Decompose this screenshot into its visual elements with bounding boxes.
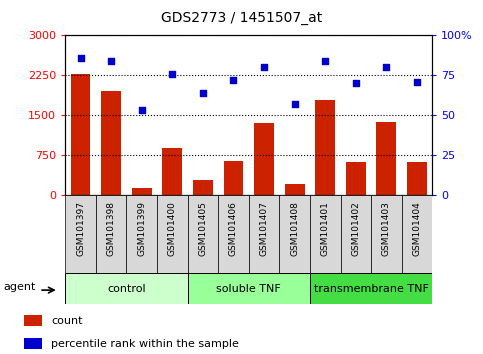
Point — [107, 58, 115, 64]
Bar — [249, 195, 279, 273]
Text: GSM101401: GSM101401 — [321, 201, 330, 256]
Bar — [315, 100, 335, 195]
Bar — [71, 74, 90, 195]
Text: percentile rank within the sample: percentile rank within the sample — [51, 339, 239, 349]
Text: GSM101403: GSM101403 — [382, 201, 391, 256]
Bar — [162, 148, 182, 195]
Bar — [24, 338, 42, 349]
Bar — [193, 181, 213, 195]
Bar — [224, 161, 243, 195]
Text: GSM101402: GSM101402 — [351, 201, 360, 256]
Point — [352, 80, 360, 86]
Bar — [284, 183, 305, 195]
Bar — [127, 195, 157, 273]
Bar — [218, 195, 249, 273]
Text: GSM101407: GSM101407 — [259, 201, 269, 256]
Text: GSM101406: GSM101406 — [229, 201, 238, 256]
Bar — [371, 195, 402, 273]
Bar — [187, 195, 218, 273]
Bar — [187, 273, 310, 304]
Text: GSM101398: GSM101398 — [107, 201, 115, 256]
Text: GSM101399: GSM101399 — [137, 201, 146, 256]
Bar — [407, 162, 427, 195]
Text: soluble TNF: soluble TNF — [216, 284, 281, 293]
Bar — [310, 273, 432, 304]
Text: count: count — [51, 316, 83, 326]
Text: control: control — [107, 284, 146, 293]
Bar — [65, 273, 187, 304]
Point — [321, 58, 329, 64]
Text: transmembrane TNF: transmembrane TNF — [313, 284, 428, 293]
Point — [291, 101, 298, 107]
Bar — [24, 315, 42, 326]
Bar — [279, 195, 310, 273]
Text: agent: agent — [3, 282, 36, 292]
Point — [260, 64, 268, 70]
Point — [383, 64, 390, 70]
Text: GSM101405: GSM101405 — [199, 201, 207, 256]
Text: GDS2773 / 1451507_at: GDS2773 / 1451507_at — [161, 11, 322, 25]
Bar — [101, 91, 121, 195]
Point — [169, 71, 176, 76]
Point — [77, 55, 85, 61]
Bar — [341, 195, 371, 273]
Text: GSM101400: GSM101400 — [168, 201, 177, 256]
Point — [199, 90, 207, 96]
Point — [413, 79, 421, 84]
Bar — [65, 195, 96, 273]
Text: GSM101404: GSM101404 — [412, 201, 422, 256]
Bar — [96, 195, 127, 273]
Text: GSM101397: GSM101397 — [76, 201, 85, 256]
Bar — [254, 123, 274, 195]
Bar — [310, 195, 341, 273]
Bar — [376, 122, 397, 195]
Text: GSM101408: GSM101408 — [290, 201, 299, 256]
Bar — [402, 195, 432, 273]
Point — [138, 107, 145, 113]
Bar — [132, 188, 152, 195]
Point — [229, 77, 237, 83]
Bar — [157, 195, 187, 273]
Bar — [346, 162, 366, 195]
